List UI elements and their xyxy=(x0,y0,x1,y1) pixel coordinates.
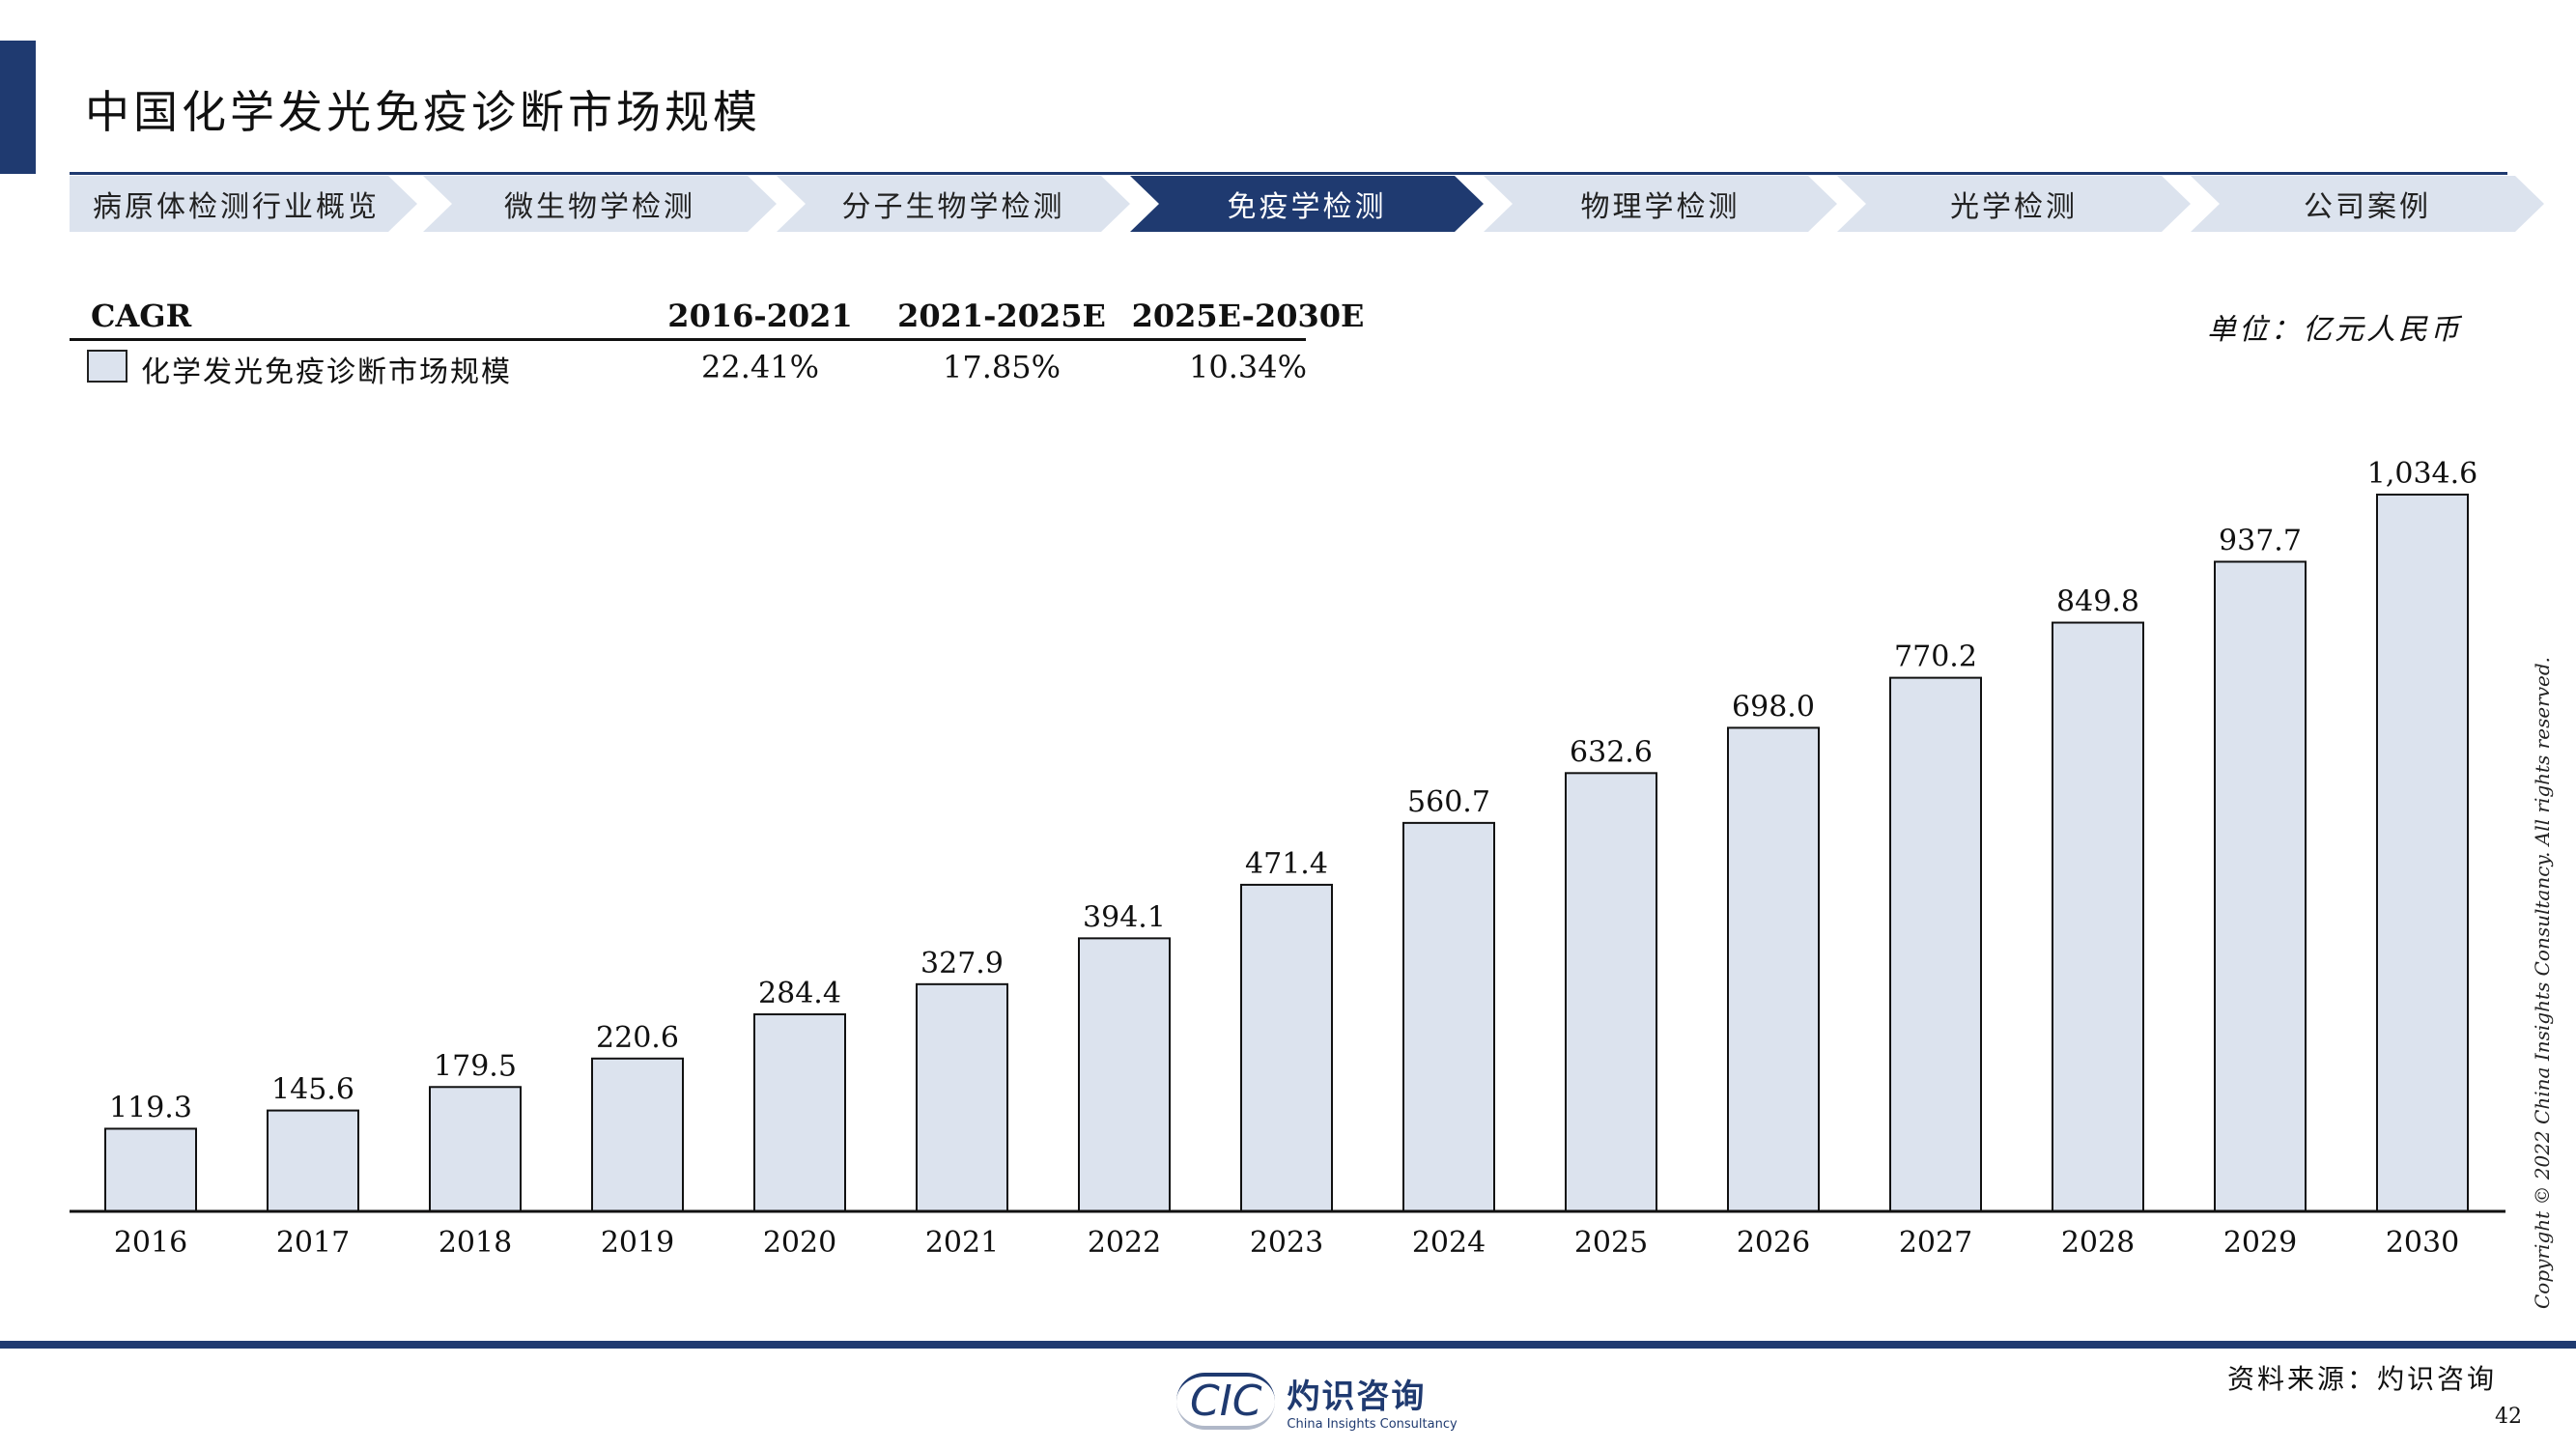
x-tick-label: 2018 xyxy=(439,1226,512,1260)
nav-tab-microbiology[interactable]: 微生物学检测 xyxy=(423,176,777,232)
x-tick-label: 2016 xyxy=(114,1226,187,1260)
logo-mark: CIC xyxy=(1176,1372,1276,1430)
source-note: 资料来源：灼识咨询 xyxy=(2226,1363,2497,1395)
unit-label: 单位：亿元人民币 xyxy=(2207,313,2462,347)
bar-value-label: 849.8 xyxy=(2056,585,2139,619)
logo-cn: 灼识咨询 xyxy=(1287,1378,1427,1416)
nav-tab-label: 光学检测 xyxy=(1950,190,2078,224)
bar-2019 xyxy=(591,1057,684,1213)
nav-tab-company-cases[interactable]: 公司案例 xyxy=(2191,176,2544,232)
x-tick-label: 2020 xyxy=(763,1226,836,1260)
page-title: 中国化学发光免疫诊断市场规模 xyxy=(85,86,761,138)
bar-value-label: 937.7 xyxy=(2219,524,2302,557)
cagr-values-row: 22.41% 17.85% 10.34% xyxy=(70,341,1307,395)
legend-swatch xyxy=(87,350,127,383)
bar-2027 xyxy=(1889,676,1982,1212)
bar-value-label: 471.4 xyxy=(1245,847,1328,881)
nav-tab-label: 病原体检测行业概览 xyxy=(93,190,380,224)
bar-value-label: 179.5 xyxy=(434,1049,517,1083)
bar-2025 xyxy=(1565,772,1657,1212)
bar-2018 xyxy=(429,1086,522,1213)
bar-2021 xyxy=(916,982,1008,1212)
logo-en: China Insights Consultancy xyxy=(1287,1417,1458,1432)
x-tick-label: 2019 xyxy=(601,1226,674,1260)
nav-tab-molecular-biology[interactable]: 分子生物学检测 xyxy=(777,176,1130,232)
nav-tab-pathogen-overview[interactable]: 病原体检测行业概览 xyxy=(70,176,417,232)
bar-value-label: 770.2 xyxy=(1894,640,1977,674)
bar-2029 xyxy=(2214,560,2307,1212)
cagr-value-1: 22.41% xyxy=(700,349,819,385)
nav-tab-label: 公司案例 xyxy=(2304,190,2431,224)
x-tick-label: 2017 xyxy=(276,1226,350,1260)
bar-2016 xyxy=(104,1127,197,1213)
bar-2026 xyxy=(1727,726,1820,1212)
nav-tab-physics[interactable]: 物理学检测 xyxy=(1484,176,1837,232)
title-accent-bar xyxy=(0,41,36,174)
footer-rule xyxy=(0,1341,2576,1349)
page-number: 42 xyxy=(2495,1405,2522,1429)
nav-top-rule xyxy=(70,172,2507,175)
bar-value-label: 220.6 xyxy=(596,1021,679,1055)
bar-value-label: 119.3 xyxy=(109,1091,192,1124)
cagr-value-3: 10.34% xyxy=(1188,349,1307,385)
cagr-table: CAGR 2016-2021 2021-2025E 2025E-2030E 化学… xyxy=(70,290,1364,395)
bar-2022 xyxy=(1078,937,1171,1212)
nav-tab-label: 物理学检测 xyxy=(1580,190,1741,224)
x-tick-label: 2025 xyxy=(1574,1226,1648,1260)
x-tick-label: 2022 xyxy=(1088,1226,1161,1260)
bar-value-label: 632.6 xyxy=(1570,735,1653,769)
x-tick-label: 2029 xyxy=(2223,1226,2297,1260)
nav-tab-label: 微生物学检测 xyxy=(504,190,695,224)
bar-2030 xyxy=(2376,494,2469,1212)
bar-value-label: 1,034.6 xyxy=(2367,457,2478,491)
x-tick-label: 2023 xyxy=(1250,1226,1323,1260)
x-tick-label: 2024 xyxy=(1412,1226,1486,1260)
x-tick-label: 2030 xyxy=(2386,1226,2459,1260)
cagr-period-2: 2021-2025E xyxy=(897,298,1106,334)
cagr-value-2: 17.85% xyxy=(942,349,1061,385)
cagr-header-row: CAGR 2016-2021 2021-2025E 2025E-2030E xyxy=(70,290,1364,341)
bar-value-label: 327.9 xyxy=(920,947,1004,980)
cagr-label: CAGR xyxy=(91,298,192,334)
bar-2028 xyxy=(2052,621,2144,1212)
bar-value-label: 560.7 xyxy=(1407,785,1490,819)
section-nav: 病原体检测行业概览 微生物学检测 分子生物学检测 免疫学检测 物理学检测 光学检… xyxy=(70,176,2542,232)
bar-2023 xyxy=(1240,883,1333,1212)
x-tick-label: 2027 xyxy=(1899,1226,1972,1260)
logo-text: 灼识咨询 China Insights Consultancy xyxy=(1287,1370,1457,1432)
bar-value-label: 698.0 xyxy=(1732,690,1815,724)
legend-series-name: 化学发光免疫诊断市场规模 xyxy=(141,355,512,389)
cagr-period-1: 2016-2021 xyxy=(667,298,853,334)
bar-2024 xyxy=(1402,821,1495,1212)
bar-value-label: 145.6 xyxy=(271,1073,354,1107)
bar-2020 xyxy=(753,1013,846,1212)
copyright-text: Copyright © 2022 China Insights Consulta… xyxy=(2531,656,2554,1309)
x-tick-label: 2026 xyxy=(1737,1226,1810,1260)
nav-tab-immunology[interactable]: 免疫学检测 xyxy=(1130,176,1484,232)
nav-tab-optics[interactable]: 光学检测 xyxy=(1837,176,2191,232)
x-tick-label: 2028 xyxy=(2061,1226,2135,1260)
x-tick-label: 2021 xyxy=(925,1226,999,1260)
bar-value-label: 394.1 xyxy=(1083,900,1166,934)
bar-value-label: 284.4 xyxy=(758,977,841,1010)
cic-logo: CIC 灼识咨询 China Insights Consultancy xyxy=(1176,1370,1458,1432)
nav-tab-label: 免疫学检测 xyxy=(1227,190,1387,224)
nav-tab-label: 分子生物学检测 xyxy=(841,190,1065,224)
cagr-period-3: 2025E-2030E xyxy=(1131,298,1365,334)
bar-2017 xyxy=(267,1109,359,1212)
